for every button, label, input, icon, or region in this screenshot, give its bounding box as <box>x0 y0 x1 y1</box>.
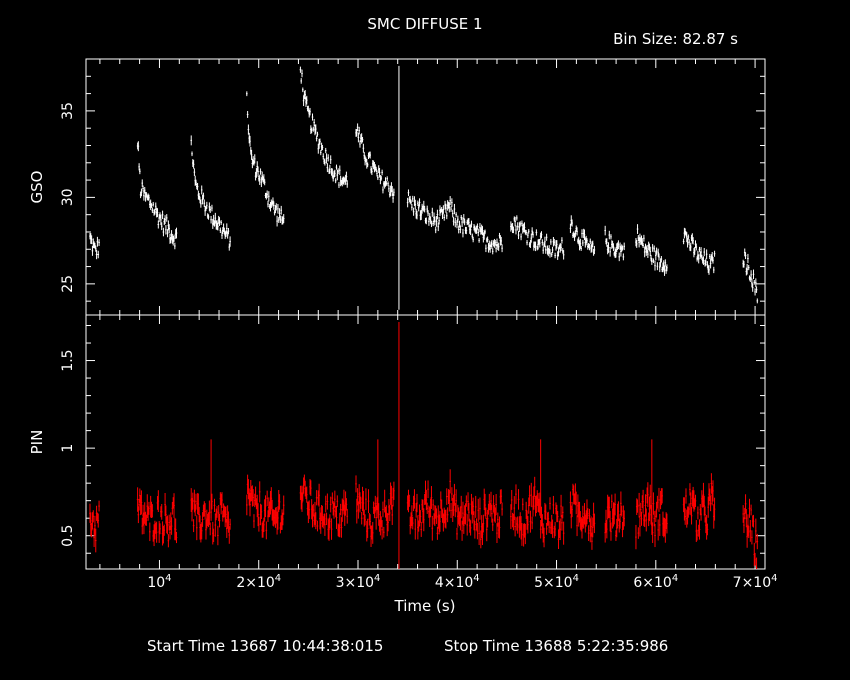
x-tick-label: 7×104 <box>733 573 778 591</box>
start-time-label: Start Time 13687 10:44:38:015 <box>147 637 383 655</box>
gso-y-tick-label: 35 <box>60 102 76 120</box>
pin-data-points <box>89 322 759 569</box>
x-tick-label: 3×104 <box>336 573 381 591</box>
bin-size-label: Bin Size: 82.87 s <box>613 30 738 48</box>
chart-title: SMC DIFFUSE 1 <box>367 15 482 33</box>
x-axis-tick-labels: 104 2×104 3×104 4×104 5×104 6×104 7×104 <box>147 573 777 591</box>
x-axis-label: Time (s) <box>394 597 456 615</box>
gso-frame <box>85 58 766 316</box>
pin-frame <box>85 314 766 570</box>
gso-y-tick-label: 25 <box>60 275 76 293</box>
gso-y-tick-label: 30 <box>60 188 76 206</box>
gso-axis-label: GSO <box>28 171 46 204</box>
pin-panel: 0.5 1 1.5 PIN <box>28 314 766 570</box>
stop-time-label: Stop Time 13688 5:22:35:986 <box>444 637 668 655</box>
gso-panel: 25 30 35 GSO <box>28 58 766 316</box>
x-tick-label: 6×104 <box>633 573 678 591</box>
pin-y-tick-label: 0.5 <box>60 525 76 547</box>
x-tick-label: 104 <box>147 573 171 591</box>
x-tick-label: 4×104 <box>435 573 480 591</box>
x-tick-label: 5×104 <box>534 573 579 591</box>
x-tick-label: 2×104 <box>236 573 281 591</box>
pin-y-tick-label: 1 <box>60 444 76 453</box>
pin-y-tick-label: 1.5 <box>60 349 76 371</box>
gso-data-points <box>89 65 759 310</box>
pin-axis-label: PIN <box>28 430 46 455</box>
